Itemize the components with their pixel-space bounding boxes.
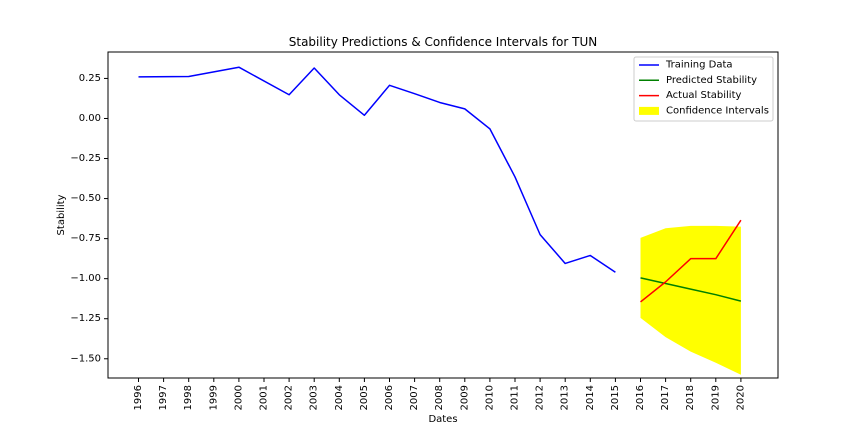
x-tick-label: 2019 bbox=[710, 385, 721, 410]
legend: Training Data Predicted Stability Actual S… bbox=[633, 56, 774, 122]
x-tick-label: 2004 bbox=[334, 385, 345, 410]
legend-label-training-data: Training Data bbox=[665, 60, 733, 71]
y-axis: 0.25 0.00 −0.25 −0.50 −0.75 −1.00 −1.25 −1.50 bbox=[70, 73, 108, 364]
x-axis-label: Dates bbox=[428, 414, 457, 425]
legend-label-predicted-stability: Predicted Stability bbox=[666, 75, 757, 86]
x-tick-label: 2014 bbox=[585, 385, 596, 410]
x-tick-label: 2012 bbox=[535, 385, 546, 410]
x-tick-label: 2008 bbox=[434, 385, 445, 410]
x-tick-label: 2005 bbox=[359, 385, 370, 410]
series-lines-layer bbox=[138, 66, 742, 303]
x-tick-label: 2020 bbox=[735, 385, 746, 410]
legend-label-confidence-intervals: Confidence Intervals bbox=[666, 105, 769, 116]
x-tick-label: 2013 bbox=[560, 385, 571, 410]
legend-swatch-confidence-intervals bbox=[639, 106, 659, 115]
x-tick-label: 1998 bbox=[183, 385, 194, 410]
confidence-interval-band bbox=[640, 225, 741, 375]
series-line-predicted-stability bbox=[640, 277, 742, 302]
x-tick-label: 1996 bbox=[133, 385, 144, 410]
y-tick-label: −0.25 bbox=[70, 153, 101, 164]
x-axis: 1996 1997 1998 1999 2000 2001 2002 2003 2004 2005… bbox=[133, 378, 746, 410]
y-tick-label: −0.75 bbox=[70, 233, 101, 244]
x-tick-label: 2002 bbox=[284, 385, 295, 410]
x-tick-label: 2007 bbox=[409, 385, 420, 410]
series-line-actual-stability bbox=[640, 219, 742, 303]
plot-frame bbox=[107, 51, 779, 379]
legend-label-actual-stability: Actual Stability bbox=[666, 90, 742, 101]
y-tick-label: 0.25 bbox=[79, 73, 101, 84]
x-tick-label: 2001 bbox=[259, 385, 270, 410]
x-tick-label: 1997 bbox=[158, 385, 169, 410]
y-tick-label: −1.00 bbox=[70, 273, 101, 284]
x-tick-label: 2016 bbox=[635, 385, 646, 410]
y-tick-label: −1.25 bbox=[70, 313, 101, 324]
chart-title: Stability Predictions & Confidence Inter… bbox=[289, 35, 597, 49]
x-tick-label: 2009 bbox=[459, 385, 470, 410]
x-tick-label: 2010 bbox=[484, 385, 495, 410]
legend-box bbox=[633, 56, 774, 122]
y-axis-label: Stability bbox=[56, 194, 67, 235]
x-tick-label: 2000 bbox=[233, 385, 244, 410]
x-tick-label: 2018 bbox=[685, 385, 696, 410]
y-tick-label: −0.50 bbox=[70, 193, 101, 204]
confidence-interval-layer bbox=[640, 225, 741, 375]
y-tick-label: 0.00 bbox=[79, 113, 101, 124]
x-tick-label: 1999 bbox=[208, 385, 219, 410]
x-tick-label: 2003 bbox=[309, 385, 320, 410]
y-tick-label: −1.50 bbox=[70, 353, 101, 364]
x-tick-label: 2006 bbox=[384, 385, 395, 410]
x-tick-label: 2015 bbox=[610, 385, 621, 410]
series-line-training-data bbox=[138, 66, 616, 273]
x-tick-label: 2011 bbox=[510, 385, 521, 410]
x-tick-label: 2017 bbox=[660, 385, 671, 410]
